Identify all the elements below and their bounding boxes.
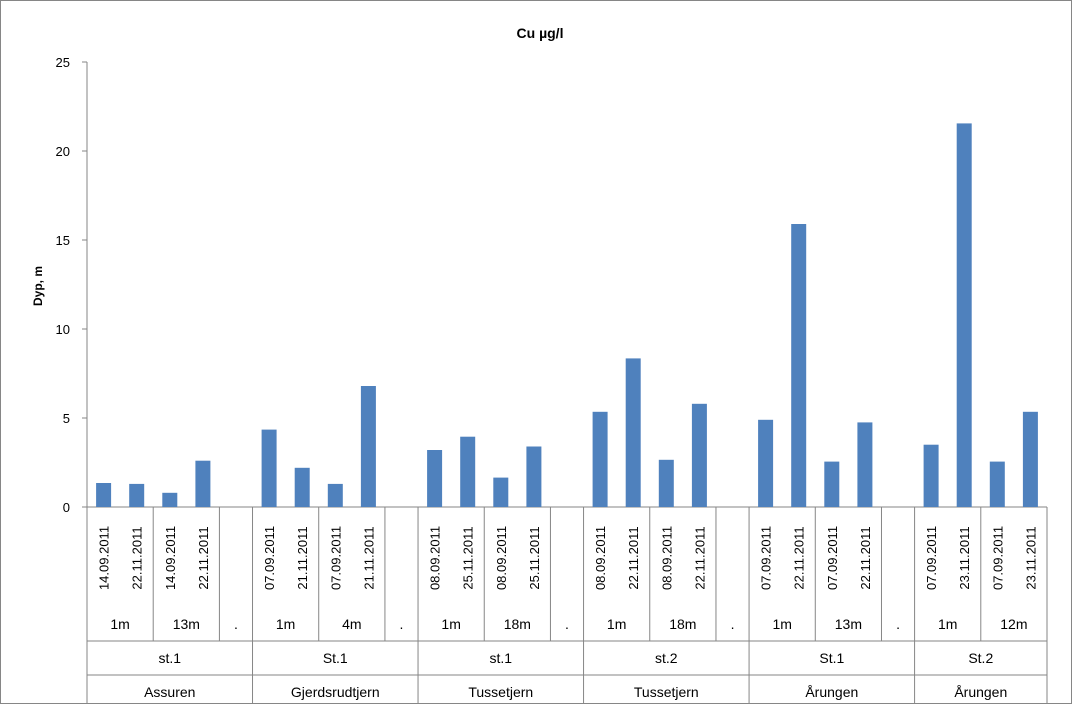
x-lake-label: Gjerdsrudtjern bbox=[291, 684, 380, 700]
x-date-label: 07.09.2011 bbox=[990, 526, 1005, 590]
x-depth-label: 18m bbox=[504, 616, 531, 632]
x-date-label: 22.11.2011 bbox=[792, 526, 807, 589]
bar bbox=[96, 483, 112, 507]
x-station-label: St.1 bbox=[323, 650, 348, 666]
bar bbox=[129, 483, 145, 507]
x-spacer-label: . bbox=[896, 616, 900, 632]
x-station-label: st.1 bbox=[490, 650, 513, 666]
x-lake-label: Tussetjern bbox=[468, 684, 533, 700]
x-depth-label: 12m bbox=[1000, 616, 1027, 632]
x-lake-label: Tussetjern bbox=[634, 684, 699, 700]
y-tick-label: 20 bbox=[56, 144, 70, 159]
x-depth-label: 18m bbox=[669, 616, 696, 632]
x-date-label: 25.11.2011 bbox=[461, 526, 476, 589]
bar bbox=[791, 224, 807, 507]
x-date-label: 08.09.2011 bbox=[428, 526, 443, 590]
x-lake-label: Assuren bbox=[144, 684, 195, 700]
x-depth-label: 1m bbox=[441, 616, 460, 632]
bar bbox=[1022, 411, 1038, 507]
y-tick-label: 15 bbox=[56, 233, 70, 248]
bar bbox=[460, 436, 476, 507]
x-lake-label: Årungen bbox=[954, 684, 1007, 700]
x-date-label: 08.09.2011 bbox=[494, 526, 509, 590]
y-tick-label: 10 bbox=[56, 322, 70, 337]
x-date-label: 08.09.2011 bbox=[659, 526, 674, 590]
bar bbox=[989, 461, 1005, 507]
x-date-label: 23.11.2011 bbox=[1023, 526, 1038, 589]
x-date-label: 25.11.2011 bbox=[527, 526, 542, 589]
bar bbox=[162, 492, 178, 507]
bar bbox=[195, 460, 211, 507]
bar bbox=[758, 419, 774, 507]
bar bbox=[824, 461, 840, 507]
x-date-label: 14.09.2011 bbox=[163, 526, 178, 590]
x-depth-label: 1m bbox=[110, 616, 129, 632]
y-axis-label: Dyp, m bbox=[31, 266, 45, 306]
bar bbox=[261, 429, 277, 507]
x-depth-label: 13m bbox=[835, 616, 862, 632]
plot-area: 0 5 10 15 20 25 14.09.2011 22.11.2011 1m 14.09.20… bbox=[56, 55, 1048, 703]
y-tick-label: 25 bbox=[56, 55, 70, 70]
x-station-label: St.1 bbox=[819, 650, 844, 666]
x-date-label: 07.09.2011 bbox=[328, 526, 343, 590]
x-date-label: 22.11.2011 bbox=[692, 526, 707, 589]
x-spacer-label: . bbox=[400, 616, 404, 632]
x-depth-label: 1m bbox=[938, 616, 957, 632]
bar bbox=[857, 422, 873, 507]
x-depth-label: 1m bbox=[607, 616, 626, 632]
bar bbox=[658, 459, 674, 507]
x-depth-label: 13m bbox=[173, 616, 200, 632]
x-date-label: 22.11.2011 bbox=[858, 526, 873, 589]
x-depth-label: 4m bbox=[342, 616, 361, 632]
x-date-label: 07.09.2011 bbox=[825, 526, 840, 590]
y-tick-label: 5 bbox=[63, 411, 70, 426]
x-date-label: 07.09.2011 bbox=[759, 526, 774, 590]
bar bbox=[493, 477, 509, 507]
x-station-label: st.1 bbox=[158, 650, 181, 666]
chart-title: Cu µg/l bbox=[517, 25, 564, 41]
bar bbox=[592, 411, 608, 507]
bar bbox=[956, 123, 972, 508]
bar bbox=[427, 450, 443, 507]
x-depth-label: 1m bbox=[772, 616, 791, 632]
x-date-label: 22.11.2011 bbox=[196, 526, 211, 589]
x-date-label: 22.11.2011 bbox=[130, 526, 145, 589]
bar bbox=[923, 444, 939, 507]
x-date-label: 07.09.2011 bbox=[924, 526, 939, 590]
y-tick-label: 0 bbox=[63, 500, 70, 515]
x-date-label: 07.09.2011 bbox=[262, 526, 277, 590]
bar bbox=[691, 403, 707, 507]
x-date-label: 21.11.2011 bbox=[295, 526, 310, 589]
x-lake-label: Årungen bbox=[805, 684, 858, 700]
x-station-label: St.2 bbox=[968, 650, 993, 666]
x-station-label: st.2 bbox=[655, 650, 678, 666]
x-date-label: 23.11.2011 bbox=[957, 526, 972, 589]
x-spacer-label: . bbox=[234, 616, 238, 632]
bar bbox=[625, 358, 641, 507]
x-date-label: 14.09.2011 bbox=[97, 526, 112, 590]
bar bbox=[294, 467, 310, 507]
bar bbox=[526, 446, 542, 507]
x-spacer-label: . bbox=[565, 616, 569, 632]
x-date-label: 08.09.2011 bbox=[593, 526, 608, 590]
x-spacer-label: . bbox=[731, 616, 735, 632]
x-date-label: 22.11.2011 bbox=[626, 526, 641, 589]
bar bbox=[360, 386, 376, 507]
bar bbox=[327, 483, 343, 507]
x-depth-label: 1m bbox=[276, 616, 295, 632]
x-date-label: 21.11.2011 bbox=[361, 526, 376, 589]
